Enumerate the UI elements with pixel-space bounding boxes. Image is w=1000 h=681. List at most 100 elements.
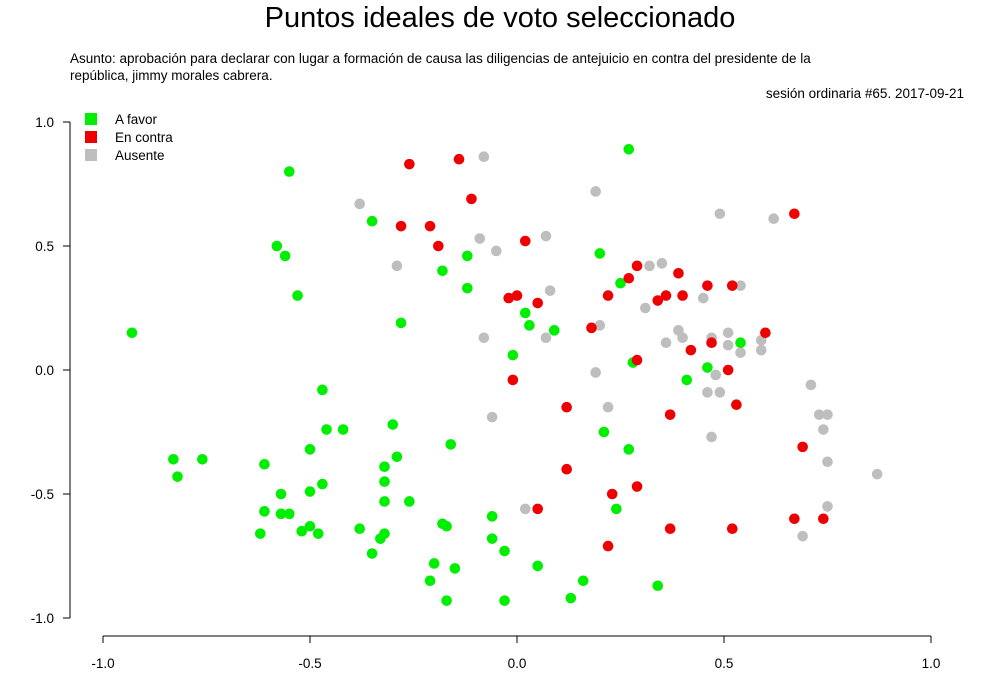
y-tick-label: 1.0 [35, 115, 54, 130]
y-tick-label: -0.5 [31, 487, 54, 502]
point-en-contra [818, 513, 829, 525]
point-en-contra [453, 153, 465, 165]
point-en-contra [760, 327, 771, 339]
point-en-contra [685, 344, 697, 356]
point-en-contra [519, 235, 531, 247]
point-en-contra [511, 290, 523, 301]
point-a-favor [486, 533, 498, 544]
point-a-favor [275, 488, 287, 500]
point-a-favor [296, 525, 308, 537]
legend: A favor En contra Ausente [85, 112, 173, 163]
point-a-favor [387, 419, 399, 430]
point-ausente [822, 456, 833, 468]
point-en-contra [561, 463, 572, 475]
point-a-favor [441, 595, 452, 606]
x-tick-label: -0.5 [298, 656, 321, 671]
legend-swatch [85, 131, 97, 143]
point-en-contra [532, 297, 543, 309]
point-ausente [590, 367, 601, 378]
point-ausente [735, 347, 746, 358]
point-ausente [594, 320, 606, 331]
point-a-favor [379, 496, 390, 507]
point-a-favor [284, 508, 295, 520]
point-a-favor [532, 560, 543, 572]
chart-subtitle-subject: Asunto: aprobación para declarar con lug… [70, 51, 811, 83]
point-ausente [540, 230, 552, 242]
point-a-favor [652, 580, 664, 592]
legend-swatch [85, 113, 97, 125]
point-ausente [818, 424, 829, 435]
point-en-contra [673, 267, 684, 279]
y-tick-label: -1.0 [31, 611, 54, 626]
point-ausente [660, 337, 672, 349]
point-ausente [822, 409, 833, 420]
point-a-favor [524, 320, 535, 331]
chart-title: Puntos ideales de voto seleccionado [264, 2, 736, 34]
point-en-contra [424, 220, 436, 232]
point-a-favor [259, 458, 270, 470]
point-ausente [644, 260, 655, 272]
point-en-contra [706, 337, 717, 349]
point-a-favor [317, 384, 328, 396]
point-a-favor [441, 520, 452, 532]
point-a-favor [565, 592, 577, 604]
x-tick-label: 0.5 [715, 656, 734, 671]
point-a-favor [379, 461, 390, 473]
point-en-contra [631, 260, 643, 272]
point-en-contra [631, 354, 643, 366]
point-ausente [755, 344, 767, 356]
point-a-favor [391, 451, 403, 463]
point-ausente [722, 327, 734, 339]
point-en-contra [702, 280, 713, 291]
point-en-contra [503, 292, 515, 304]
point-a-favor [304, 486, 316, 497]
point-en-contra [664, 409, 676, 420]
point-en-contra [507, 374, 519, 386]
legend-swatch [85, 149, 97, 161]
point-a-favor [255, 528, 266, 539]
point-en-contra [797, 441, 808, 453]
point-en-contra [789, 513, 800, 525]
point-a-favor [499, 595, 510, 606]
point-a-favor [126, 327, 138, 339]
point-a-favor [379, 476, 390, 487]
point-ausente [722, 339, 734, 351]
point-ausente [706, 431, 717, 443]
point-a-favor [271, 240, 283, 252]
point-a-favor [594, 248, 606, 259]
y-tick-label: 0.5 [35, 239, 54, 254]
point-en-contra [731, 399, 742, 411]
point-ausente [698, 292, 709, 304]
point-en-contra [395, 220, 407, 232]
point-ausente [714, 387, 726, 398]
point-ausente [768, 213, 779, 225]
point-a-favor [284, 166, 295, 177]
point-a-favor [404, 496, 415, 507]
point-ausente [544, 285, 556, 296]
point-a-favor [615, 277, 626, 289]
legend-label: En contra [115, 130, 173, 145]
session-label: sesión ordinaria #65. 2017-09-21 [765, 86, 964, 101]
point-ausente [797, 530, 808, 542]
x-tick-label: -1.0 [91, 656, 114, 671]
x-tick-label: 0.0 [508, 656, 527, 671]
point-en-contra [586, 322, 597, 334]
point-en-contra [631, 481, 643, 492]
point-a-favor [321, 424, 332, 435]
point-a-favor [197, 453, 208, 465]
point-ausente [714, 208, 726, 220]
point-a-favor [337, 424, 349, 435]
point-ausente [710, 369, 722, 381]
point-ausente [486, 411, 498, 423]
point-ausente [602, 401, 614, 413]
point-a-favor [279, 250, 291, 262]
point-ausente [805, 379, 817, 391]
point-en-contra [789, 208, 800, 220]
point-a-favor [317, 478, 328, 490]
point-en-contra [606, 488, 618, 500]
point-a-favor [312, 528, 324, 539]
point-a-favor [304, 444, 316, 455]
point-ausente [735, 280, 746, 291]
point-a-favor [507, 349, 519, 361]
